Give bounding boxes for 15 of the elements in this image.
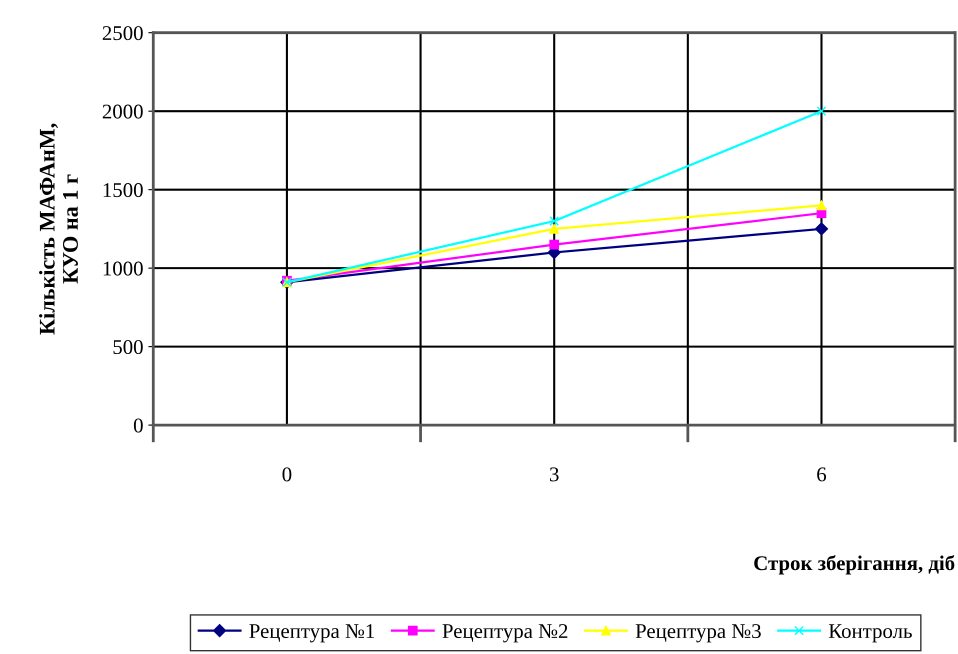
y-tick-label: 500 xyxy=(114,340,143,354)
x-tick-label: 6 xyxy=(817,467,826,482)
y-axis-title: Кількість МАФАнМ, КУО на 1 г xyxy=(39,124,78,335)
legend-label: Рецептура №1 xyxy=(249,624,374,642)
legend-label: Контроль xyxy=(828,624,912,642)
legend-label: Рецептура №2 xyxy=(442,624,568,642)
x-axis-title: Строк зберігання, діб xyxy=(754,555,954,574)
y-tick-label: 0 xyxy=(134,418,143,433)
x-tick-label: 3 xyxy=(550,467,559,482)
y-tick-label: 2000 xyxy=(102,104,143,119)
y-tick-label: 1000 xyxy=(104,262,143,276)
y-tick-label: 2500 xyxy=(102,26,143,40)
x-tick-label: 0 xyxy=(282,467,292,482)
legend-label: Рецептура №3 xyxy=(636,624,761,642)
y-tick-label: 1500 xyxy=(104,183,143,198)
